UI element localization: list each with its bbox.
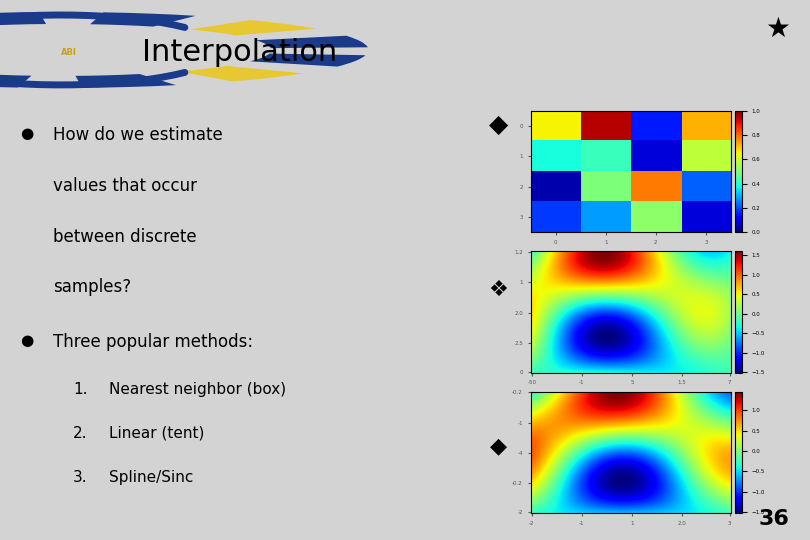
Wedge shape <box>0 12 46 26</box>
Wedge shape <box>178 66 303 82</box>
Text: Interpolation: Interpolation <box>142 38 337 68</box>
Text: ★: ★ <box>765 15 790 43</box>
Text: 1.: 1. <box>73 382 87 396</box>
Text: samples?: samples? <box>53 278 130 296</box>
Text: 3.: 3. <box>73 470 87 484</box>
Wedge shape <box>75 74 176 88</box>
Text: Linear (tent): Linear (tent) <box>109 426 205 441</box>
Text: ABI: ABI <box>61 49 77 57</box>
Text: ◆: ◆ <box>489 436 507 457</box>
Wedge shape <box>90 12 196 26</box>
Text: ❖: ❖ <box>488 280 508 300</box>
Text: Spline/Sinc: Spline/Sinc <box>109 470 194 484</box>
Text: 36: 36 <box>759 509 790 529</box>
Text: How do we estimate: How do we estimate <box>53 126 223 144</box>
Text: ◆: ◆ <box>488 113 508 137</box>
Text: values that occur: values that occur <box>53 177 197 195</box>
Wedge shape <box>250 53 365 66</box>
Text: between discrete: between discrete <box>53 227 196 246</box>
Text: Nearest neighbor (box): Nearest neighbor (box) <box>109 382 287 396</box>
Text: ●: ● <box>20 126 33 141</box>
Text: ●: ● <box>20 333 33 348</box>
Wedge shape <box>256 36 368 48</box>
Text: 2.: 2. <box>73 426 87 441</box>
Wedge shape <box>0 73 32 87</box>
Text: Three popular methods:: Three popular methods: <box>53 333 253 351</box>
Wedge shape <box>190 20 316 36</box>
